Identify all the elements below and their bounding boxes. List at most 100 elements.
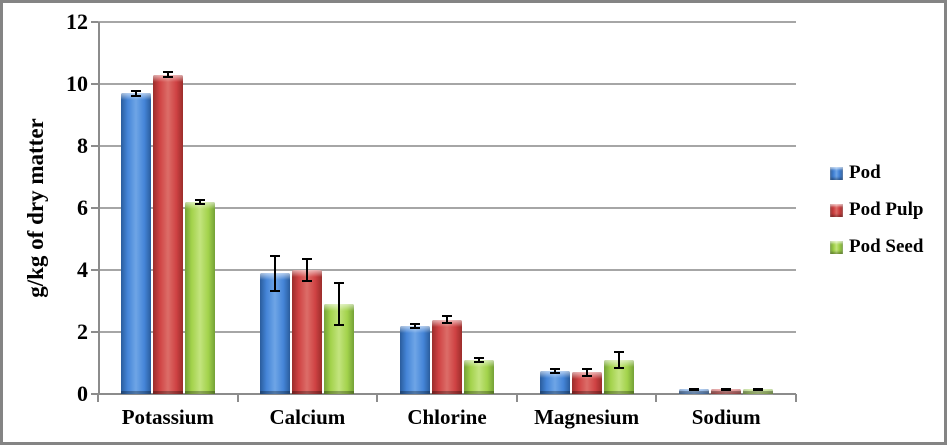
error-bar-cap-top xyxy=(270,254,281,257)
gridline xyxy=(98,83,796,85)
x-axis-tick xyxy=(236,394,239,402)
error-bar xyxy=(721,388,732,392)
y-axis-tick xyxy=(91,269,98,271)
legend-item-pod-pulp: Pod Pulp xyxy=(830,198,923,222)
x-category-label: Potassium xyxy=(121,405,214,429)
error-bar-cap-top xyxy=(581,367,592,370)
error-bar-cap-bottom xyxy=(474,360,484,363)
x-axis-tick xyxy=(376,394,379,402)
bar-pod-pulp xyxy=(292,270,323,394)
legend-item-pod: Pod xyxy=(830,161,881,185)
gridline xyxy=(98,207,796,209)
error-bar-cap-bottom xyxy=(334,323,345,326)
y-tick-label: 6 xyxy=(77,195,88,220)
y-axis-tick xyxy=(91,21,98,23)
error-bar-line xyxy=(478,356,480,363)
gridline xyxy=(98,21,796,23)
x-axis-tick xyxy=(655,394,658,402)
error-bar-line xyxy=(446,314,448,325)
error-bar-cap-bottom xyxy=(753,389,764,392)
error-bar-line xyxy=(585,367,588,377)
legend-label: Pod xyxy=(849,162,881,183)
error-bar-cap-top xyxy=(302,257,313,260)
x-category-label: Sodium xyxy=(691,405,761,429)
error-bar-line xyxy=(338,282,341,326)
y-tick-label: 4 xyxy=(77,257,88,282)
error-bar-line xyxy=(553,367,556,374)
y-axis-tick xyxy=(91,331,98,333)
error-bar-line xyxy=(306,257,309,283)
error-bar-cap-bottom xyxy=(270,289,281,292)
error-bar xyxy=(689,388,700,392)
bar-pod xyxy=(400,325,430,395)
gridline xyxy=(98,145,796,147)
bar-pod-pulp xyxy=(432,319,462,395)
error-bar-cap-bottom xyxy=(410,326,420,329)
y-axis-tick xyxy=(91,83,98,85)
error-bar-cap-top xyxy=(194,198,205,201)
x-axis-tick xyxy=(515,394,518,402)
error-bar-cap-top xyxy=(410,322,420,325)
error-bar-cap-bottom xyxy=(302,280,313,283)
error-bar xyxy=(581,367,592,377)
error-bar-line xyxy=(617,350,620,370)
error-bar-cap-top xyxy=(474,356,484,359)
error-bar-line xyxy=(198,198,201,205)
error-bar-cap-bottom xyxy=(442,322,452,325)
y-axis-tick xyxy=(91,145,98,147)
error-bar-cap-bottom xyxy=(613,367,624,370)
error-bar-cap-top xyxy=(549,367,560,370)
bar-pod xyxy=(120,93,151,394)
legend-swatch-icon xyxy=(830,166,843,180)
legend-item-pod-seed: Pod Seed xyxy=(830,235,923,259)
legend-label: Pod Seed xyxy=(849,236,924,257)
error-bar-cap-top xyxy=(162,70,173,73)
error-bar xyxy=(474,356,484,363)
y-axis-line xyxy=(98,22,100,394)
bar-pod-seed xyxy=(464,359,494,395)
error-bar xyxy=(442,314,452,325)
error-bar-cap-top xyxy=(334,282,345,285)
legend-swatch-icon xyxy=(830,203,843,217)
error-bar-line xyxy=(134,89,137,98)
y-tick-label: 10 xyxy=(66,71,88,96)
legend-label: Pod Pulp xyxy=(849,199,924,220)
gridline xyxy=(98,269,796,271)
error-bar xyxy=(549,367,560,374)
legend-swatch-icon xyxy=(830,240,843,254)
error-bar xyxy=(753,388,764,392)
x-axis-tick xyxy=(795,394,797,402)
error-bar-cap-bottom xyxy=(581,374,592,377)
error-bar-line xyxy=(274,254,277,292)
x-category-label: Magnesium xyxy=(534,405,640,429)
x-axis-line xyxy=(91,393,796,395)
bar-pod-pulp xyxy=(152,74,183,395)
bar-pod xyxy=(260,273,291,394)
error-bar-line xyxy=(166,70,169,79)
error-bar-line xyxy=(414,322,416,329)
y-tick-label: 8 xyxy=(77,133,88,158)
error-bar-cap-bottom xyxy=(194,202,205,205)
bar-pod-seed xyxy=(184,201,215,395)
x-axis-tick xyxy=(97,394,99,402)
error-bar-cap-bottom xyxy=(162,76,173,79)
error-bar xyxy=(130,89,141,98)
error-bar xyxy=(410,322,420,329)
error-bar-cap-top xyxy=(613,350,624,353)
y-axis-tick xyxy=(91,207,98,209)
x-category-label: Calcium xyxy=(269,405,346,429)
bar-pod xyxy=(539,370,570,395)
y-tick-label: 0 xyxy=(77,381,88,406)
error-bar-cap-top xyxy=(130,89,141,92)
bar-pod-seed xyxy=(743,389,774,396)
error-bar xyxy=(302,257,313,283)
y-tick-label: 12 xyxy=(66,9,88,34)
error-bar xyxy=(162,70,173,79)
error-bar xyxy=(194,198,205,205)
error-bar-cap-top xyxy=(442,314,452,317)
x-category-label: Chlorine xyxy=(407,405,487,429)
error-bar xyxy=(334,282,345,326)
bar-pod-pulp xyxy=(711,389,742,396)
error-bar-cap-bottom xyxy=(721,389,732,392)
